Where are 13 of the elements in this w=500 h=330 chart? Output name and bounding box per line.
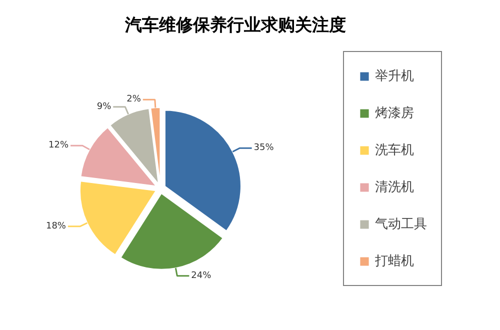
data-label: 12%: [48, 140, 69, 151]
legend-label: 清洗机: [375, 179, 414, 197]
legend-label: 打蜡机: [375, 253, 414, 271]
legend-label: 举升机: [375, 68, 414, 86]
chart-title: 汽车维修保养行业求购关注度: [124, 16, 346, 36]
legend-label: 气动工具: [375, 216, 427, 234]
data-label: 18%: [46, 221, 66, 232]
data-label: 24%: [191, 270, 212, 281]
data-label: 2%: [126, 94, 142, 105]
legend-label: 洗车机: [375, 142, 414, 160]
data-label: 9%: [96, 102, 112, 112]
data-label: 35%: [254, 143, 274, 154]
legend-label: 烤漆房: [375, 105, 414, 123]
